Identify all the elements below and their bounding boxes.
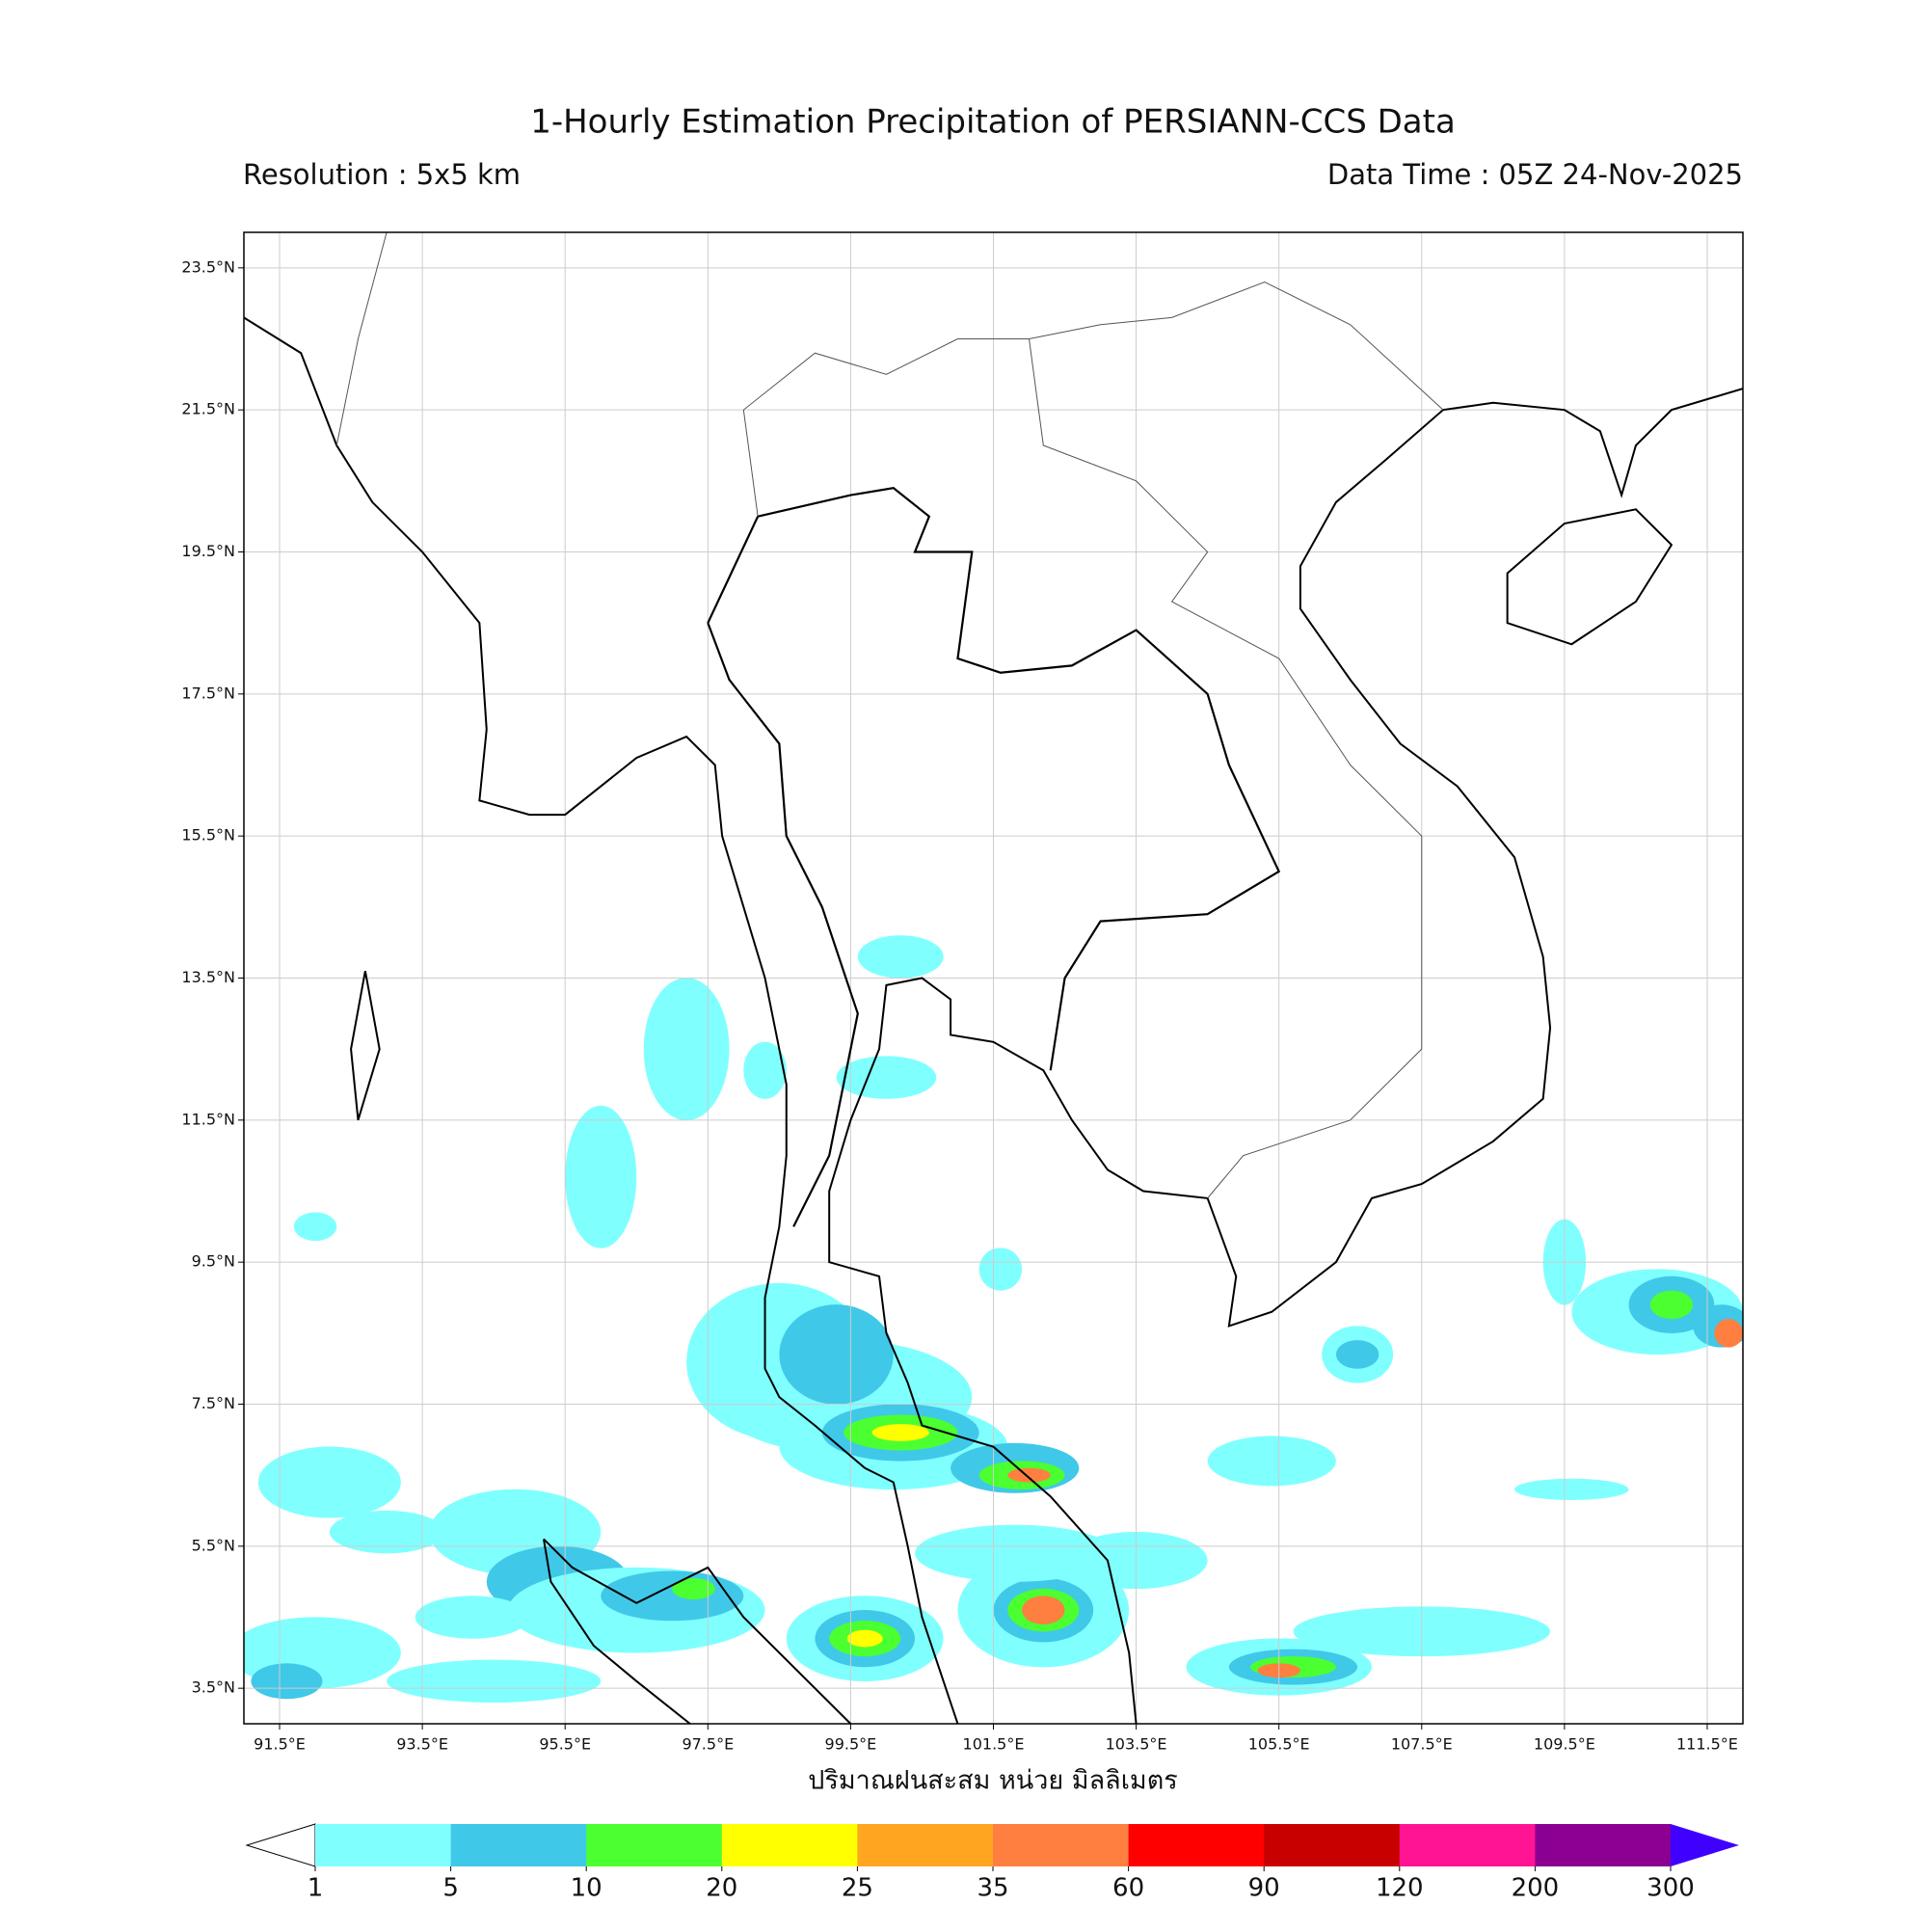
lat-tick-label: 3.5°N <box>192 1678 235 1697</box>
colorbar-label: 10 <box>571 1874 602 1903</box>
country-border <box>1029 338 1423 1199</box>
coastline <box>244 316 959 1724</box>
colorbar-segment <box>450 1824 587 1866</box>
precip-area <box>1514 1478 1629 1500</box>
precip-area <box>915 1524 1115 1582</box>
coastline <box>1506 508 1674 646</box>
precip-area <box>836 1056 937 1099</box>
lon-tick-label: 103.5°E <box>1106 1735 1167 1754</box>
colorbar-segment <box>857 1824 994 1866</box>
colorbar-segment <box>993 1824 1130 1866</box>
lat-tick-label: 17.5°N <box>181 684 235 702</box>
precip-area <box>779 1304 894 1405</box>
coastline <box>828 388 1743 1724</box>
data-time: Data Time : 05Z 24-Nov-2025 <box>1327 158 1743 191</box>
coastline <box>543 1538 852 1724</box>
colorbar-label: 1 <box>308 1874 324 1903</box>
precip-area <box>871 1424 929 1441</box>
lon-tick-label: 93.5°E <box>396 1735 448 1754</box>
lat-tick-label: 21.5°N <box>181 400 235 418</box>
coastline <box>543 1539 692 1724</box>
precip-area <box>387 1659 602 1704</box>
precip-area <box>846 1629 883 1648</box>
lat-tick-label: 13.5°N <box>181 968 235 986</box>
lat-tick-label: 19.5°N <box>181 542 235 560</box>
country-border <box>707 622 859 1227</box>
colorbar-segment <box>1128 1824 1265 1866</box>
colorbar-label: 35 <box>977 1874 1008 1903</box>
lon-tick-label: 105.5°E <box>1248 1735 1310 1754</box>
lat-tick-label: 9.5°N <box>192 1252 235 1271</box>
colorbar-label: 120 <box>1376 1874 1424 1903</box>
country-border <box>335 232 388 446</box>
lat-tick-label: 15.5°N <box>181 826 235 845</box>
colorbar-label: 300 <box>1647 1874 1695 1903</box>
colorbar-under <box>245 1823 316 1867</box>
lat-tick-label: 11.5°N <box>181 1110 235 1128</box>
precip-area <box>1007 1467 1051 1483</box>
lon-tick-label: 109.5°E <box>1534 1735 1595 1754</box>
colorbar-label: 200 <box>1512 1874 1560 1903</box>
lon-tick-label: 95.5°E <box>539 1735 591 1754</box>
colorbar-segment <box>721 1824 858 1866</box>
lon-tick-label: 99.5°E <box>825 1735 877 1754</box>
lon-tick-label: 91.5°E <box>254 1735 306 1754</box>
country-border <box>707 487 1281 1071</box>
lon-tick-label: 107.5°E <box>1391 1735 1453 1754</box>
colorbar-segment <box>1264 1824 1401 1866</box>
colorbar-label: 5 <box>442 1874 459 1903</box>
precip-area <box>257 1446 401 1518</box>
precip-area <box>643 978 730 1121</box>
precip-area <box>1022 1596 1065 1624</box>
precip-area <box>251 1663 323 1700</box>
precip-area <box>1335 1340 1379 1369</box>
precip-area <box>978 1248 1023 1291</box>
colorbar-label: 60 <box>1112 1874 1144 1903</box>
coastline <box>350 970 381 1121</box>
precip-area <box>1207 1436 1336 1487</box>
colorbar-segment <box>586 1824 723 1866</box>
lat-tick-label: 7.5°N <box>192 1394 235 1412</box>
lat-tick-label: 23.5°N <box>181 257 235 276</box>
lat-tick-label: 5.5°N <box>192 1536 235 1554</box>
precip-area <box>1649 1290 1694 1320</box>
lon-tick-label: 97.5°E <box>682 1735 734 1754</box>
colorbar-label: 90 <box>1248 1874 1280 1903</box>
precip-area <box>1714 1319 1743 1348</box>
resolution: Resolution : 5x5 km <box>243 158 521 191</box>
precip-area <box>565 1105 637 1248</box>
colorbar-segment <box>315 1824 452 1866</box>
title: 1-Hourly Estimation Precipitation of PER… <box>530 103 1456 142</box>
country-border <box>742 282 1444 517</box>
axis-label: ปริมาณฝนสะสม หน่วย มิลลิเมตร <box>808 1766 1178 1796</box>
precip-area <box>415 1596 530 1639</box>
map-area <box>244 232 1743 1724</box>
precip-area <box>329 1510 444 1554</box>
colorbar-label: 25 <box>842 1874 873 1903</box>
precip-area <box>672 1577 715 1600</box>
colorbar-segment <box>1535 1824 1672 1866</box>
precip-area <box>857 935 944 979</box>
colorbar-label: 20 <box>706 1874 737 1903</box>
colorbar-over <box>1671 1824 1739 1866</box>
lon-tick-label: 101.5°E <box>963 1735 1025 1754</box>
precip-area <box>293 1212 337 1242</box>
colorbar-segment <box>1399 1824 1536 1866</box>
precip-area <box>743 1041 787 1099</box>
lon-tick-label: 111.5°E <box>1676 1735 1738 1754</box>
